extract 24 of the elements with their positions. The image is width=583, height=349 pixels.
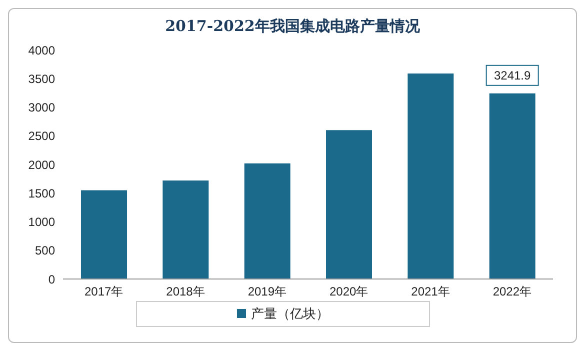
data-label: 3241.9: [494, 68, 532, 82]
y-tick-label: 1500: [28, 186, 56, 200]
y-tick-label: 1000: [28, 215, 56, 230]
bar: [244, 163, 290, 279]
bar: [162, 180, 209, 279]
bar: [489, 93, 536, 279]
y-tick-label: 3500: [28, 72, 56, 86]
y-tick-label: 2000: [28, 158, 56, 172]
x-tick-label: 2021年: [411, 284, 450, 299]
chart-title: 2017-2022年我国集成电路产量情况: [164, 17, 421, 36]
y-tick-label: 500: [34, 244, 56, 258]
legend-label: 产量（亿块）: [250, 306, 329, 321]
x-tick-label: 2017年: [84, 284, 124, 299]
x-tick-label: 2020年: [329, 284, 368, 299]
y-tick-label: 4000: [28, 43, 56, 58]
x-tick-label: 2018年: [166, 284, 205, 299]
bar: [326, 130, 372, 279]
bar: [408, 73, 454, 279]
y-tick-label: 0: [48, 272, 56, 286]
bar: [81, 190, 127, 279]
y-tick-label: 3000: [28, 100, 56, 115]
x-tick-label: 2019年: [248, 284, 287, 299]
y-tick-label: 2500: [28, 129, 56, 144]
x-tick-label: 2022年: [492, 284, 532, 299]
